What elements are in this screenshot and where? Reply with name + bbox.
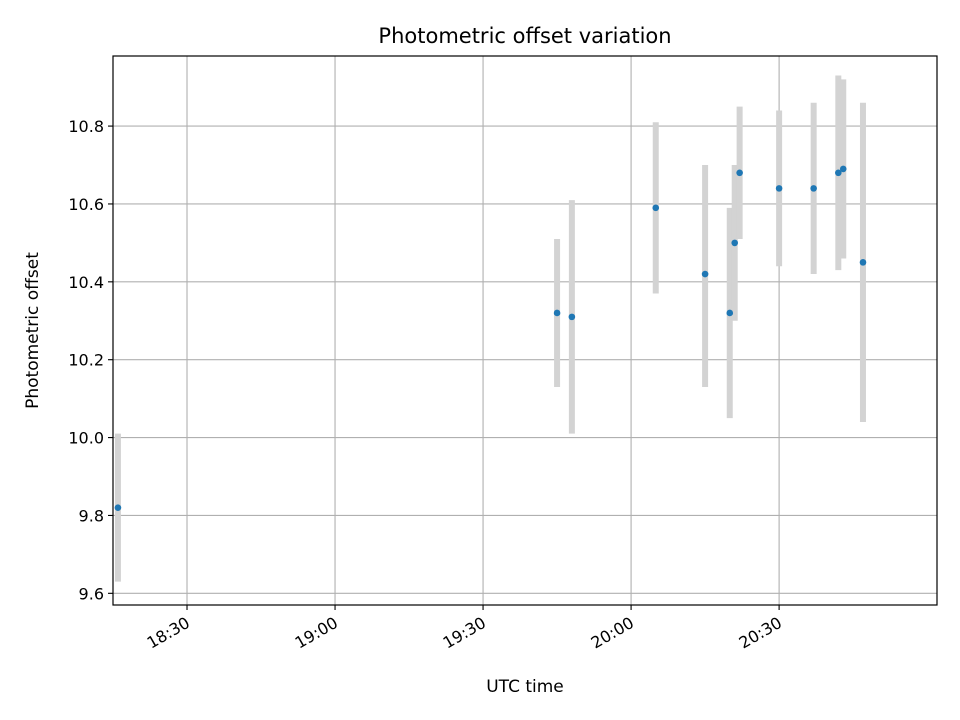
axis-ticks: 18:30 19:00 19:30 20:00 20:30 9.6 9.8 10.0 10.2 1… — [68, 117, 785, 652]
data-point — [775, 185, 783, 192]
data-point — [568, 313, 576, 321]
y-tick-label: 10.6 — [68, 195, 104, 214]
x-tick-label: 19:00 — [292, 613, 341, 653]
x-tick-label: 19:30 — [440, 613, 489, 653]
data-point — [835, 169, 842, 177]
data-point — [810, 185, 817, 192]
data-point — [859, 259, 867, 266]
y-tick-label: 10.0 — [68, 429, 104, 448]
plot-frame — [112, 55, 938, 606]
data-point — [736, 169, 743, 177]
x-axis-label: UTC time — [486, 677, 564, 697]
data-point — [701, 270, 709, 278]
x-tick-label: 18:30 — [144, 613, 193, 653]
data-points — [114, 165, 867, 511]
y-tick-label: 10.4 — [68, 273, 104, 292]
data-point — [726, 309, 734, 317]
data-point — [652, 204, 660, 212]
x-tick-label: 20:30 — [736, 613, 785, 653]
grid-lines — [113, 56, 937, 605]
y-axis-label: Photometric offset — [23, 252, 43, 409]
error-bars — [114, 75, 866, 582]
x-tick-label: 20:00 — [588, 613, 637, 653]
data-point — [839, 165, 847, 173]
y-tick-label: 10.2 — [68, 351, 104, 370]
data-point — [114, 504, 122, 511]
y-tick-label: 9.6 — [79, 584, 104, 603]
y-tick-label: 10.8 — [68, 117, 104, 136]
chart-title: Photometric offset variation — [378, 24, 671, 48]
y-tick-label: 9.8 — [79, 506, 104, 525]
data-point — [731, 239, 739, 247]
data-point — [553, 309, 561, 317]
